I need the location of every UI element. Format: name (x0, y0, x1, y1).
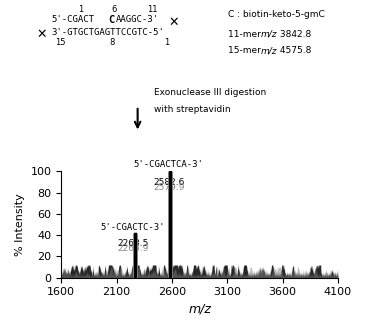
Text: 2266.9: 2266.9 (117, 244, 149, 253)
Text: 1: 1 (164, 38, 170, 47)
Text: 2579.9: 2579.9 (153, 183, 185, 192)
Text: 5'-CGACTC-3': 5'-CGACTC-3' (101, 223, 165, 232)
Text: C : biotin-keto-5-gmC: C : biotin-keto-5-gmC (228, 10, 324, 19)
Y-axis label: % Intensity: % Intensity (15, 193, 25, 256)
Text: 5'-CGACTCA-3': 5'-CGACTCA-3' (134, 160, 204, 169)
Text: ✕: ✕ (37, 28, 47, 41)
Text: C: C (108, 15, 115, 25)
Text: 11: 11 (147, 5, 157, 14)
Text: 15: 15 (55, 38, 66, 47)
Text: 15-mer: 15-mer (228, 46, 263, 55)
Text: 3842.8: 3842.8 (277, 30, 311, 39)
Text: 11-mer: 11-mer (228, 30, 263, 39)
Text: m/z: m/z (261, 30, 277, 39)
X-axis label: m/z: m/z (188, 303, 211, 316)
Text: 5'-CGACT: 5'-CGACT (51, 15, 94, 24)
Text: 2268.5: 2268.5 (117, 239, 149, 249)
Text: 2582.6: 2582.6 (153, 178, 185, 187)
Text: with streptavidin: with streptavidin (154, 105, 231, 114)
Text: Exonuclease III digestion: Exonuclease III digestion (154, 88, 266, 97)
Text: AAGGC-3': AAGGC-3' (116, 15, 159, 24)
Text: 4575.8: 4575.8 (277, 46, 312, 55)
Text: 1: 1 (78, 5, 83, 14)
Text: m/z: m/z (261, 46, 277, 55)
Text: ✕: ✕ (169, 16, 179, 29)
Text: 8: 8 (109, 38, 115, 47)
Text: 6: 6 (111, 5, 116, 14)
Text: 3'-GTGCTGAGTTCCGTC-5': 3'-GTGCTGAGTTCCGTC-5' (51, 28, 164, 37)
